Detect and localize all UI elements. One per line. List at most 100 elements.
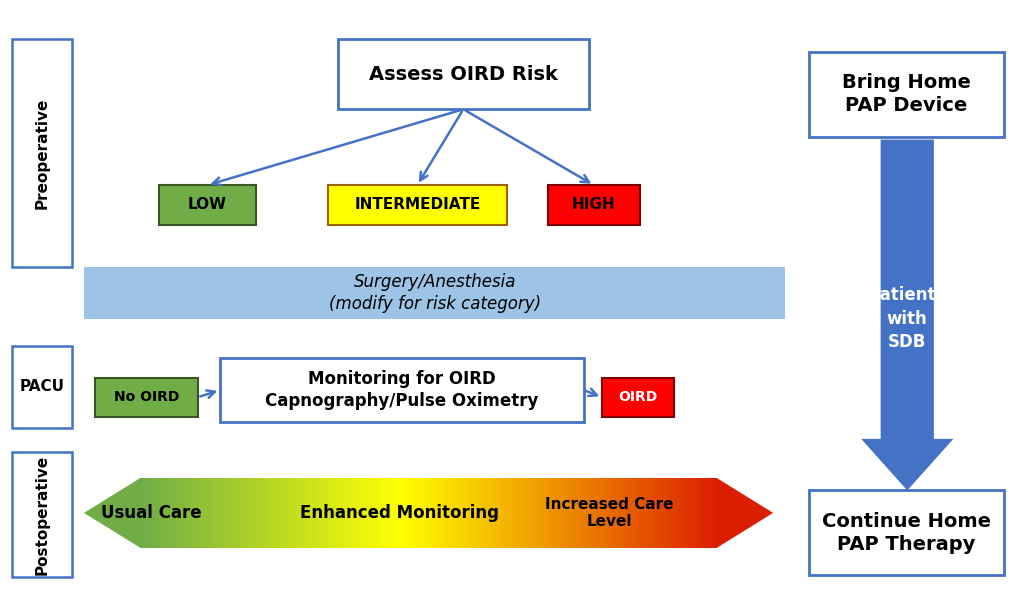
Bar	[564, 478, 565, 548]
FancyBboxPatch shape	[12, 39, 72, 267]
Bar	[218, 478, 219, 548]
Bar	[331, 478, 332, 548]
Bar	[378, 478, 380, 548]
Bar	[268, 478, 270, 548]
Bar	[635, 478, 636, 548]
Bar	[345, 478, 346, 548]
Bar	[404, 478, 406, 548]
Bar	[175, 478, 176, 548]
Bar	[165, 478, 166, 548]
Bar	[536, 478, 537, 548]
Bar	[579, 478, 580, 548]
Bar	[356, 478, 358, 548]
Bar	[169, 478, 171, 548]
Bar	[599, 478, 600, 548]
Bar	[281, 478, 282, 548]
Bar	[663, 478, 664, 548]
Bar	[597, 478, 599, 548]
Bar	[155, 478, 156, 548]
Bar	[530, 478, 532, 548]
Bar	[205, 478, 207, 548]
Bar	[713, 478, 714, 548]
Bar	[197, 478, 198, 548]
Bar	[166, 478, 168, 548]
Bar	[681, 478, 682, 548]
Polygon shape	[84, 478, 140, 548]
Bar	[600, 478, 601, 548]
Bar	[296, 478, 297, 548]
Bar	[462, 478, 463, 548]
Bar	[226, 478, 228, 548]
Bar	[702, 478, 703, 548]
Bar	[221, 478, 222, 548]
Bar	[667, 478, 668, 548]
Bar	[443, 478, 444, 548]
Bar	[349, 478, 350, 548]
Bar	[208, 478, 210, 548]
Bar	[430, 478, 431, 548]
Text: Postoperative: Postoperative	[35, 454, 49, 575]
Bar	[601, 478, 603, 548]
Bar	[324, 478, 325, 548]
Bar	[306, 478, 307, 548]
Text: Enhanced Monitoring: Enhanced Monitoring	[300, 504, 499, 522]
Bar	[455, 478, 456, 548]
Bar	[180, 478, 182, 548]
Bar	[233, 478, 236, 548]
Bar	[645, 478, 646, 548]
Bar	[264, 478, 265, 548]
Bar	[707, 478, 709, 548]
Bar	[171, 478, 172, 548]
Bar	[550, 478, 551, 548]
Bar	[428, 478, 430, 548]
Text: LOW: LOW	[187, 197, 227, 212]
Text: Surgery/Anesthesia
(modify for risk category): Surgery/Anesthesia (modify for risk cate…	[329, 273, 541, 313]
Bar	[642, 478, 643, 548]
Bar	[423, 478, 424, 548]
Bar	[193, 478, 194, 548]
Bar	[505, 478, 507, 548]
FancyBboxPatch shape	[548, 185, 640, 225]
Bar	[714, 478, 716, 548]
Bar	[313, 478, 314, 548]
Bar	[656, 478, 657, 548]
Bar	[185, 478, 186, 548]
Bar	[538, 478, 540, 548]
Bar	[568, 478, 569, 548]
Bar	[302, 478, 303, 548]
Bar	[401, 478, 402, 548]
Bar	[182, 478, 183, 548]
Bar	[526, 478, 528, 548]
FancyBboxPatch shape	[159, 185, 256, 225]
Bar	[288, 478, 289, 548]
Bar	[678, 478, 679, 548]
Bar	[194, 478, 195, 548]
Bar	[540, 478, 541, 548]
Bar	[571, 478, 572, 548]
Polygon shape	[861, 140, 953, 490]
Bar	[608, 478, 610, 548]
Bar	[341, 478, 342, 548]
Bar	[161, 478, 162, 548]
Bar	[178, 478, 179, 548]
Bar	[426, 478, 427, 548]
Bar	[476, 478, 477, 548]
Bar	[453, 478, 455, 548]
Bar	[348, 478, 349, 548]
Bar	[397, 478, 398, 548]
Bar	[593, 478, 594, 548]
Bar	[338, 478, 339, 548]
Bar	[617, 478, 618, 548]
FancyBboxPatch shape	[809, 52, 1004, 137]
Bar	[299, 478, 300, 548]
Bar	[158, 478, 159, 548]
Bar	[660, 478, 663, 548]
Bar	[670, 478, 671, 548]
Bar	[141, 478, 143, 548]
Bar	[514, 478, 515, 548]
Bar	[522, 478, 523, 548]
Bar	[463, 478, 465, 548]
Bar	[558, 478, 560, 548]
Bar	[156, 478, 158, 548]
Bar	[159, 478, 161, 548]
